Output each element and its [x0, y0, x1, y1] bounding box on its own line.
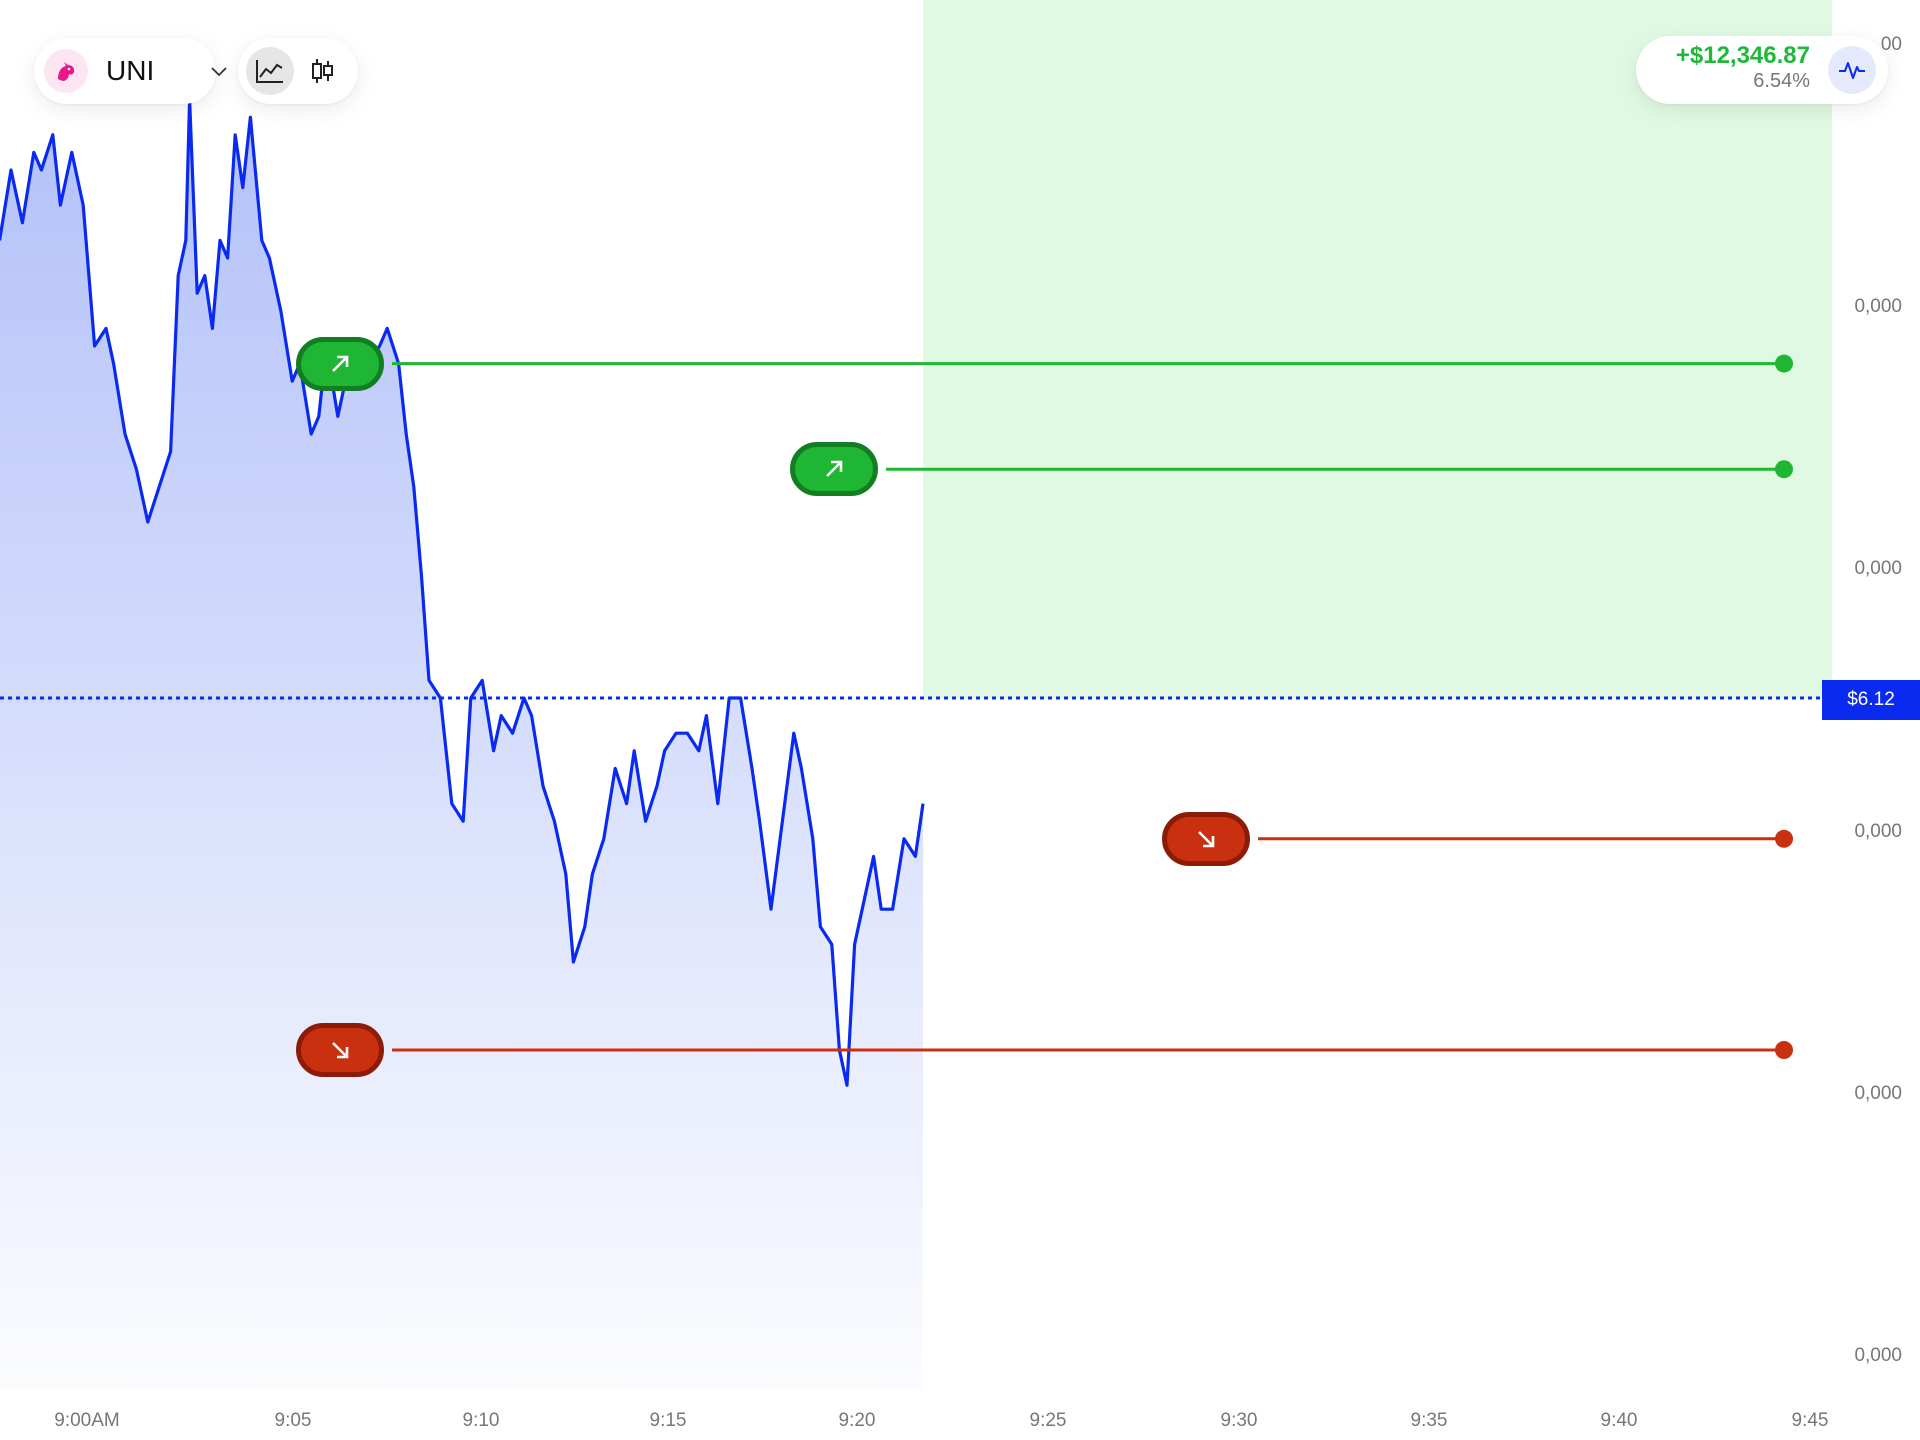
- x-axis-tick-label: 9:10: [462, 1410, 500, 1431]
- sell-order-handle[interactable]: [296, 1023, 384, 1077]
- y-axis-tick-label: 0,000: [1854, 296, 1902, 317]
- asset-symbol: UNI: [106, 55, 155, 86]
- x-axis-tick-label: 9:45: [1791, 1410, 1829, 1431]
- asset-selector[interactable]: UNI: [34, 38, 227, 104]
- chart-type-toggle: [238, 38, 358, 104]
- x-axis-tick-label: 9:40: [1600, 1410, 1638, 1431]
- arrow-up-right-icon: [332, 355, 349, 372]
- y-axis-tick-label: 0,000: [1854, 821, 1902, 842]
- chevron-down-icon[interactable]: [210, 64, 228, 78]
- price-area-fill: [0, 99, 923, 1390]
- arrow-up-right-icon: [826, 460, 843, 478]
- x-axis-tick-label: 9:05: [274, 1410, 312, 1431]
- arrow-down-right-icon: [1198, 830, 1215, 848]
- x-axis-tick-label: 9:25: [1029, 1410, 1067, 1431]
- x-axis-tick-label: 9:15: [649, 1410, 687, 1431]
- x-axis-tick-label: 9:20: [838, 1410, 876, 1431]
- activity-icon[interactable]: [1828, 46, 1876, 94]
- pnl-percent: 6.54%: [1753, 70, 1810, 92]
- profit-zone: [923, 0, 1832, 698]
- buy-order-end-dot: [1775, 354, 1793, 373]
- buy-order-handle[interactable]: [296, 336, 384, 391]
- y-axis-tick-label: 00: [1880, 34, 1902, 55]
- buy-order-handle[interactable]: [790, 442, 878, 497]
- price-line: [0, 98, 925, 1087]
- x-axis-tick-label: 9:00AM: [54, 1410, 120, 1431]
- sell-order-end-dot: [1775, 829, 1793, 848]
- arrow-down-right-icon: [332, 1042, 349, 1059]
- line-chart-icon[interactable]: [246, 47, 294, 95]
- x-axis-tick-label: 9:30: [1220, 1410, 1258, 1431]
- y-axis-tick-label: 0,000: [1854, 558, 1902, 579]
- pnl-value: +$12,346.87: [1675, 42, 1810, 69]
- y-axis-tick-label: 0,000: [1854, 1345, 1902, 1366]
- pnl-summary: +$12,346.87 6.54%: [1636, 36, 1888, 104]
- x-axis-tick-label: 9:35: [1410, 1410, 1448, 1431]
- current-price-tag: $6.12: [1822, 680, 1920, 720]
- sell-order-handle[interactable]: [1162, 811, 1250, 866]
- buy-order-end-dot: [1775, 460, 1793, 479]
- sell-order-end-dot: [1775, 1041, 1793, 1059]
- candlestick-chart-icon[interactable]: [298, 47, 346, 95]
- y-axis-tick-label: 0,000: [1854, 1083, 1902, 1104]
- uniswap-unicorn-icon: [44, 49, 88, 93]
